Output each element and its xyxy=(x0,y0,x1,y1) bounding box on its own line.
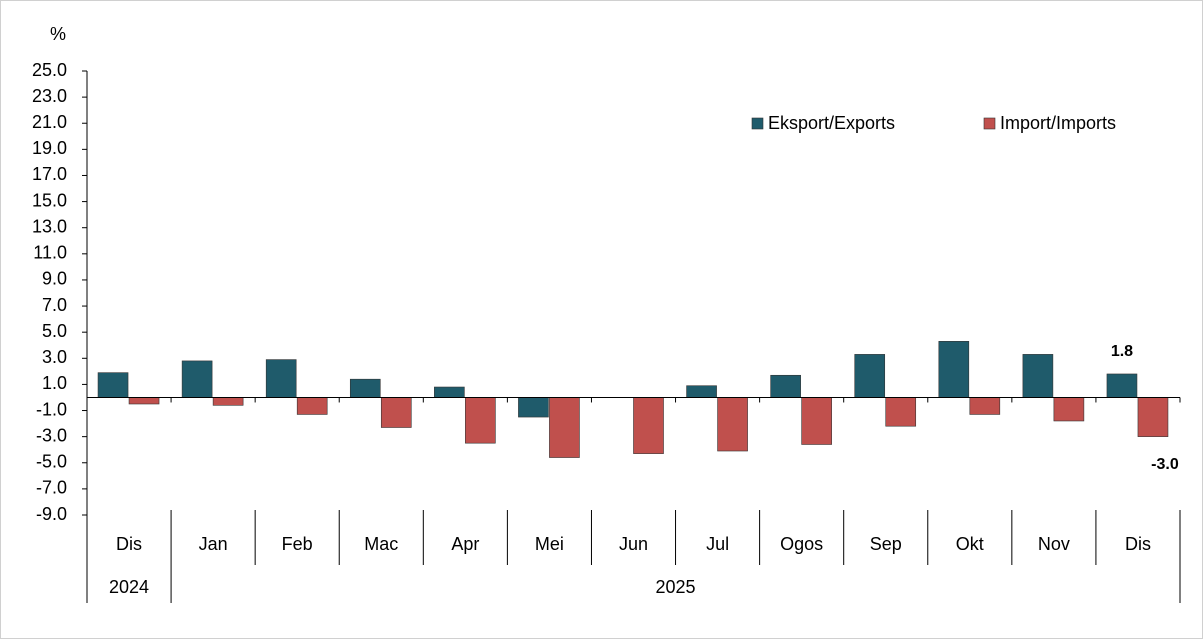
y-tick-label: 3.0 xyxy=(42,347,67,367)
y-tick-label: 11.0 xyxy=(33,243,67,263)
bar xyxy=(1053,397,1085,422)
y-tick-label: 13.0 xyxy=(32,216,67,236)
bar xyxy=(717,397,748,452)
y-tick-label: -1.0 xyxy=(36,399,67,419)
y-tick-label: 23.0 xyxy=(32,86,67,106)
bar xyxy=(549,397,580,458)
bar xyxy=(212,397,244,406)
group-label: 2024 xyxy=(109,577,149,597)
y-tick-label: -9.0 xyxy=(36,504,67,524)
x-tick-label: Nov xyxy=(1038,534,1070,554)
bar xyxy=(686,385,717,398)
x-tick-label: Jun xyxy=(619,534,648,554)
bar xyxy=(885,397,917,427)
x-tick-label: Apr xyxy=(451,534,479,554)
x-tick-label: Okt xyxy=(956,534,984,554)
x-tick-label: Feb xyxy=(282,534,313,554)
legend-swatch xyxy=(983,117,996,130)
bar xyxy=(770,374,801,398)
x-tick-label: Jan xyxy=(199,534,228,554)
bar xyxy=(434,386,465,398)
y-axis-label: % xyxy=(50,24,66,44)
bar xyxy=(633,397,664,454)
bar xyxy=(97,372,129,398)
bar xyxy=(296,397,328,415)
y-tick-label: 17.0 xyxy=(32,164,67,184)
bar xyxy=(380,397,412,428)
data-label: -3.0 xyxy=(1151,456,1179,473)
y-tick-label: -7.0 xyxy=(36,478,67,498)
x-tick-label: Jul xyxy=(706,534,729,554)
legend-label: Import/Imports xyxy=(1000,113,1116,133)
x-tick-label: Dis xyxy=(1125,534,1151,554)
bar xyxy=(1022,354,1054,398)
y-tick-label: 19.0 xyxy=(32,138,67,158)
y-tick-label: 15.0 xyxy=(32,190,67,210)
data-label: 1.8 xyxy=(1111,343,1133,360)
bar xyxy=(128,397,160,405)
bar xyxy=(465,397,496,444)
y-tick-label: 21.0 xyxy=(32,112,67,132)
y-tick-label: 1.0 xyxy=(42,373,67,393)
legend-swatch xyxy=(751,117,764,130)
bar xyxy=(181,360,213,398)
bar xyxy=(938,341,970,398)
x-tick-label: Dis xyxy=(116,534,142,554)
bar xyxy=(518,397,549,418)
y-tick-label: 7.0 xyxy=(42,295,67,315)
bar xyxy=(349,378,381,398)
x-tick-label: Mac xyxy=(364,534,398,554)
y-tick-label: -3.0 xyxy=(36,425,67,445)
legend-label: Eksport/Exports xyxy=(768,113,895,133)
bar xyxy=(854,354,886,398)
x-tick-label: Mei xyxy=(535,534,564,554)
bar xyxy=(969,397,1001,415)
bar xyxy=(1106,373,1138,398)
y-tick-label: 25.0 xyxy=(32,60,67,80)
y-tick-label: 9.0 xyxy=(42,269,67,289)
y-tick-label: 5.0 xyxy=(42,321,67,341)
x-tick-label: Sep xyxy=(870,534,902,554)
x-tick-label: Ogos xyxy=(780,534,823,554)
group-label: 2025 xyxy=(656,577,696,597)
bar xyxy=(1137,397,1169,437)
bar xyxy=(265,359,297,398)
bar xyxy=(801,397,832,445)
y-tick-label: -5.0 xyxy=(36,452,67,472)
